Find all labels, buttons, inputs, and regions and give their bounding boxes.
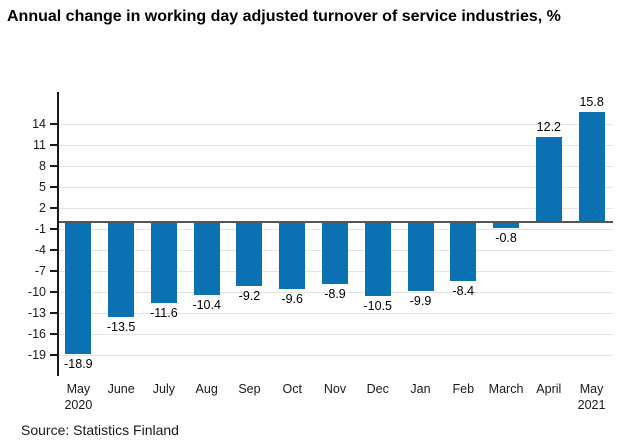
bar bbox=[407, 222, 434, 292]
y-axis-tick-mark bbox=[50, 270, 57, 273]
x-axis-label: May 2021 bbox=[570, 381, 613, 413]
y-axis-tick-mark bbox=[50, 312, 57, 315]
y-axis-tick-mark bbox=[50, 144, 57, 147]
x-axis-label: Dec bbox=[356, 381, 399, 413]
x-axis-labels: May 2020 June July Aug Sep Oct Nov Dec Jan Feb Marc… bbox=[57, 381, 613, 413]
x-axis-label-month: April bbox=[536, 382, 562, 396]
x-axis-label-month: June bbox=[107, 382, 135, 396]
x-axis-label-month: Dec bbox=[366, 382, 389, 396]
x-axis-label-year: 2020 bbox=[64, 398, 93, 412]
x-axis-label: Sep bbox=[228, 381, 271, 413]
y-axis-tick-mark bbox=[50, 165, 57, 168]
source-note: Source: Statistics Finland bbox=[21, 422, 179, 438]
bar bbox=[535, 136, 562, 223]
gridline bbox=[57, 291, 613, 293]
y-axis-tick-label: -4 bbox=[34, 243, 46, 258]
y-axis-tick-mark bbox=[50, 249, 57, 252]
y-axis-line bbox=[57, 92, 59, 376]
gridline bbox=[57, 123, 613, 125]
bar bbox=[236, 222, 263, 287]
x-axis-label-month: Nov bbox=[323, 382, 347, 396]
bar-value-label: -11.6 bbox=[150, 306, 178, 321]
bar bbox=[108, 222, 135, 317]
y-axis-tick-mark bbox=[50, 333, 57, 336]
x-axis-label: Oct bbox=[271, 381, 314, 413]
bar bbox=[450, 222, 477, 281]
y-axis-tick-label: -16 bbox=[27, 327, 46, 342]
bar bbox=[150, 222, 177, 304]
x-axis-label-month: Jan bbox=[410, 382, 431, 396]
plot-area: -18.9 -13.5 -11.6 -10.4 -9.2 -9.6 -8.9 -10.5 -9.… bbox=[50, 92, 613, 376]
bar-value-label: -9.9 bbox=[409, 294, 432, 309]
gridline bbox=[57, 354, 613, 356]
bar bbox=[193, 222, 220, 295]
x-axis-label-month: Oct bbox=[282, 382, 302, 396]
y-axis-tick-label: -1 bbox=[34, 222, 46, 237]
y-axis-tick-mark bbox=[50, 291, 57, 294]
x-axis-label: June bbox=[100, 381, 143, 413]
x-axis-label-month: March bbox=[488, 382, 524, 396]
y-axis-tick-mark bbox=[50, 354, 57, 356]
bar bbox=[493, 222, 520, 228]
y-axis-tick-label: -13 bbox=[27, 306, 46, 321]
bar-value-label: -9.6 bbox=[281, 292, 303, 307]
bar bbox=[279, 222, 306, 290]
bar-value-label: 15.8 bbox=[579, 94, 604, 109]
bar-value-label: -0.8 bbox=[495, 230, 517, 245]
y-axis-tick-label: -19 bbox=[27, 348, 46, 362]
y-axis-tick-label: -7 bbox=[34, 264, 46, 279]
y-axis-tick-mark bbox=[50, 207, 57, 210]
x-axis-label-month: July bbox=[152, 382, 176, 396]
y-axis-tick-label: 2 bbox=[39, 201, 46, 216]
x-axis-label: May 2020 bbox=[57, 381, 100, 413]
x-axis-label: Jan bbox=[399, 381, 442, 413]
gridline bbox=[57, 207, 613, 209]
bar-value-label: -13.5 bbox=[106, 319, 136, 334]
x-axis-label: July bbox=[143, 381, 186, 413]
bar-value-label: 12.2 bbox=[536, 119, 562, 134]
y-axis-labels: 14 11 8 5 2 -1 -4 -7 -10 -13 -16 -19 bbox=[0, 92, 46, 376]
bar-value-label: -9.2 bbox=[238, 289, 261, 304]
gridline bbox=[57, 144, 613, 146]
x-axis-label-month: Aug bbox=[195, 382, 218, 396]
chart-title: Annual change in working day adjusted tu… bbox=[7, 8, 561, 25]
y-axis-tick-label: 5 bbox=[39, 180, 46, 195]
y-axis-tick-label: 8 bbox=[39, 159, 46, 174]
bar bbox=[578, 111, 605, 223]
y-axis-tick-mark bbox=[50, 186, 57, 189]
bar bbox=[322, 222, 348, 285]
gridline bbox=[57, 186, 613, 188]
y-axis-tick-label: 14 bbox=[32, 117, 46, 132]
bar bbox=[65, 222, 92, 355]
x-axis-label-month: May bbox=[579, 382, 604, 396]
zero-line bbox=[57, 221, 613, 224]
x-axis-label-year: 2021 bbox=[577, 398, 606, 412]
y-axis-tick-mark bbox=[50, 123, 57, 126]
bar-value-label: -10.4 bbox=[192, 297, 221, 312]
y-axis-tick-mark bbox=[50, 228, 57, 231]
y-axis-tick-label: -10 bbox=[27, 285, 46, 300]
x-axis-label: Nov bbox=[314, 381, 357, 413]
x-axis-label: Aug bbox=[185, 381, 228, 413]
gridline bbox=[57, 312, 613, 314]
x-axis-label: April bbox=[527, 381, 570, 413]
x-axis-label-month: May bbox=[66, 382, 91, 396]
x-axis-label: March bbox=[485, 381, 528, 413]
gridline bbox=[57, 165, 613, 167]
gridline bbox=[57, 333, 613, 335]
bar-value-label: -8.4 bbox=[452, 283, 475, 298]
x-axis-label: Feb bbox=[442, 381, 485, 413]
x-axis-label-month: Sep bbox=[238, 382, 261, 396]
x-axis-label-month: Feb bbox=[452, 382, 475, 396]
bar-value-label: -10.5 bbox=[363, 298, 393, 313]
y-axis-tick-label: 11 bbox=[33, 138, 46, 153]
bar bbox=[364, 222, 391, 296]
bar-value-label: -8.9 bbox=[324, 287, 346, 302]
bar-value-label: -18.9 bbox=[64, 357, 93, 372]
